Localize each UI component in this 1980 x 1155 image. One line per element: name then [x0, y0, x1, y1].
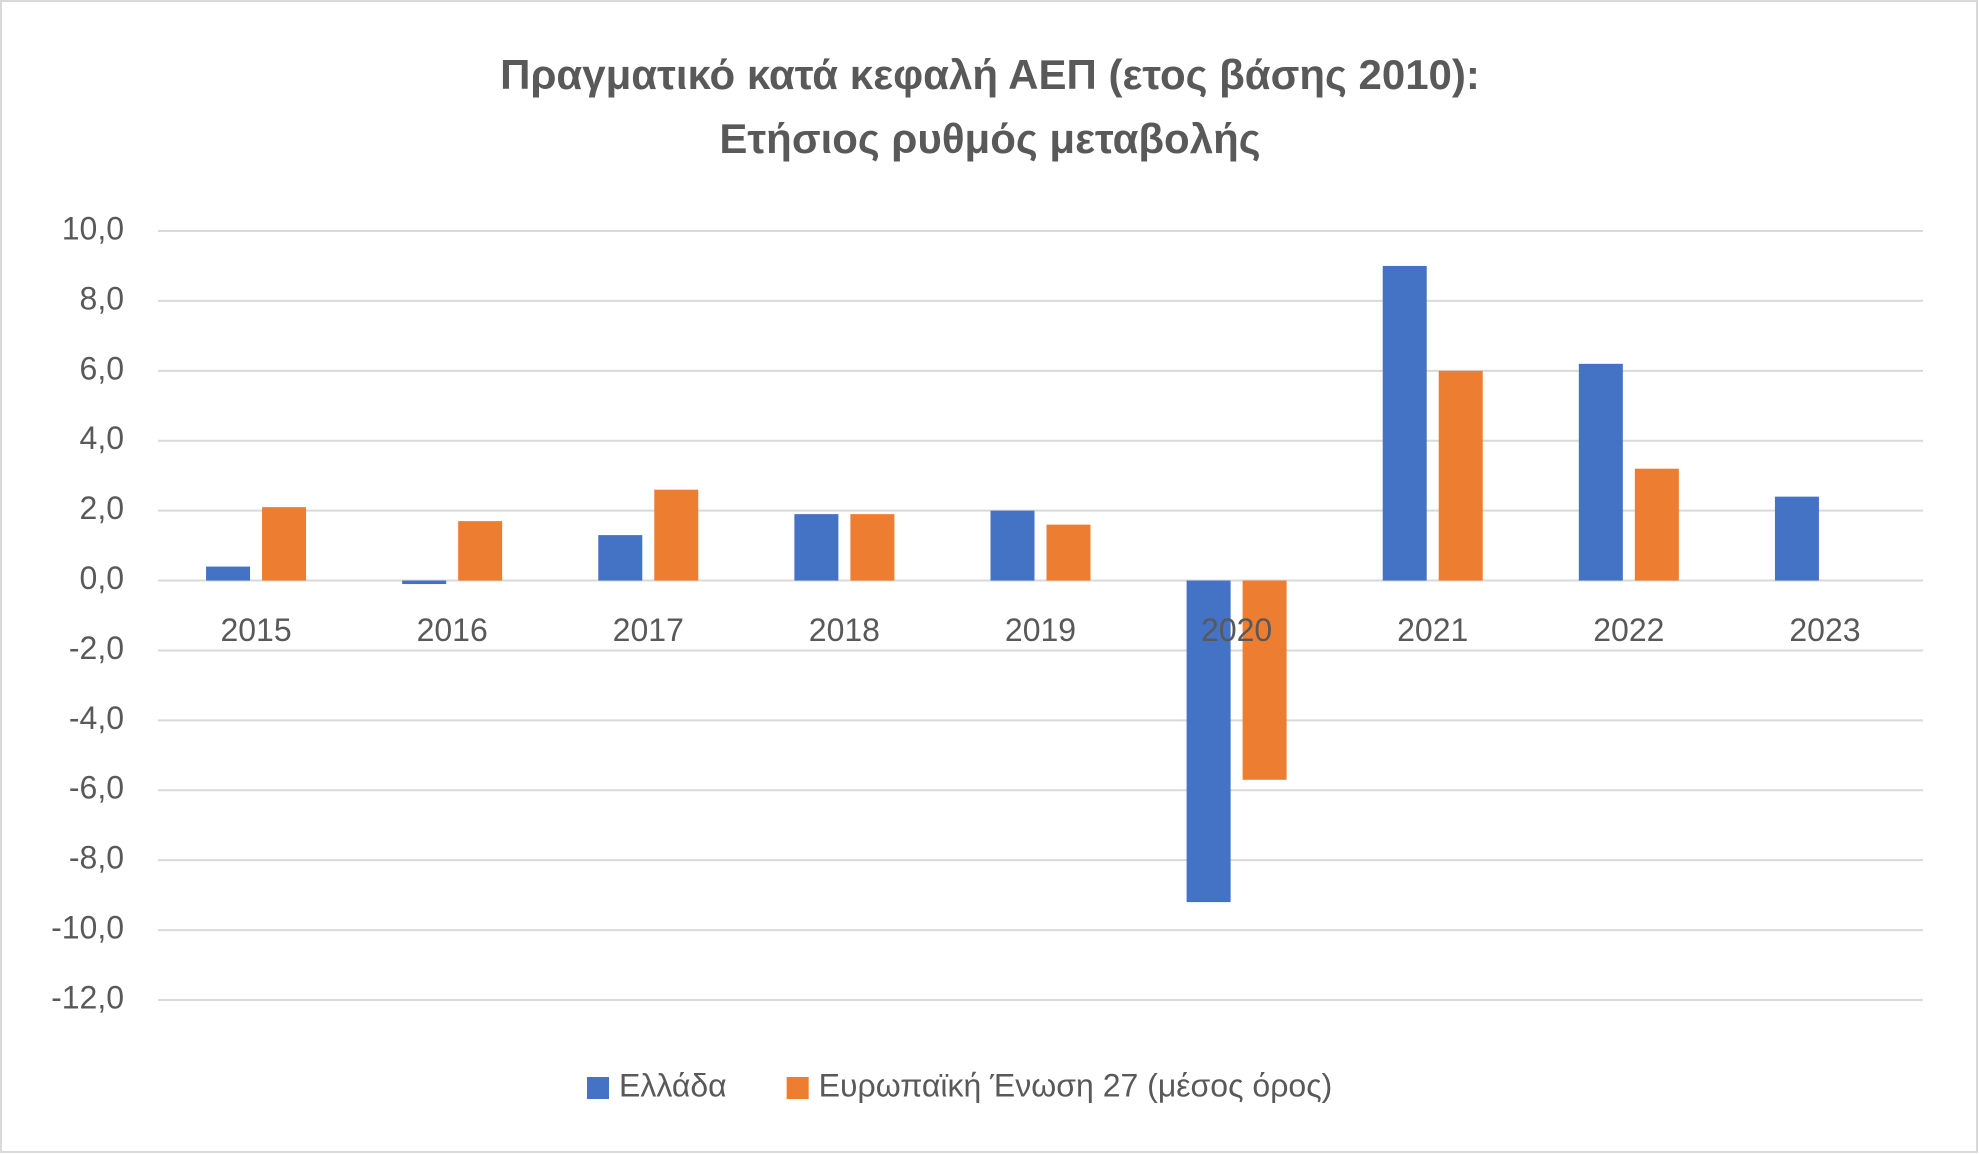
- bar: [1046, 524, 1091, 581]
- legend-swatch: [587, 1077, 609, 1099]
- bar: [1578, 363, 1623, 581]
- legend-swatch: [786, 1077, 809, 1099]
- y-tick-label: -2,0: [69, 630, 124, 666]
- bar: [598, 535, 643, 581]
- bar: [1634, 468, 1679, 581]
- bar: [1186, 580, 1231, 903]
- y-tick-label: 6,0: [80, 350, 124, 386]
- legend-label: Ευρωπαϊκή Ένωση 27 (μέσος όρος): [819, 1067, 1333, 1103]
- bar: [1382, 265, 1427, 581]
- y-tick-label: 0,0: [80, 560, 124, 596]
- x-tick-label: 2017: [613, 612, 684, 648]
- bar: [794, 514, 839, 581]
- bar: [850, 514, 895, 581]
- bar: [206, 566, 251, 581]
- bar: [654, 489, 699, 581]
- x-tick-label: 2022: [1593, 612, 1664, 648]
- x-tick-label: 2015: [220, 612, 291, 648]
- y-tick-label: 8,0: [80, 280, 124, 316]
- y-tick-label: 10,0: [62, 210, 124, 246]
- x-tick-label: 2018: [809, 612, 880, 648]
- y-tick-label: -12,0: [51, 979, 124, 1015]
- y-tick-label: -6,0: [69, 770, 124, 806]
- y-tick-label: -8,0: [69, 840, 124, 876]
- bar: [402, 580, 447, 585]
- bar: [1774, 496, 1819, 581]
- x-tick-label: 2021: [1397, 612, 1468, 648]
- legend-label: Ελλάδα: [619, 1067, 727, 1103]
- chart-title: Πραγματικό κατά κεφαλή ΑΕΠ (ετος βάσης 2…: [500, 51, 1480, 98]
- bar: [1438, 370, 1483, 581]
- chart-title: Ετήσιος ρυθμός μεταβολής: [719, 115, 1260, 162]
- x-tick-label: 2020: [1201, 612, 1272, 648]
- bar: [458, 521, 503, 581]
- x-tick-label: 2023: [1789, 612, 1860, 648]
- y-tick-label: 2,0: [80, 490, 124, 526]
- y-tick-label: -10,0: [51, 910, 124, 946]
- y-tick-label: 4,0: [80, 420, 124, 456]
- bar: [990, 510, 1035, 581]
- bar: [262, 507, 307, 581]
- x-tick-label: 2019: [1005, 612, 1076, 648]
- x-tick-label: 2016: [417, 612, 488, 648]
- y-tick-label: -4,0: [69, 700, 124, 736]
- bar: [1242, 580, 1287, 780]
